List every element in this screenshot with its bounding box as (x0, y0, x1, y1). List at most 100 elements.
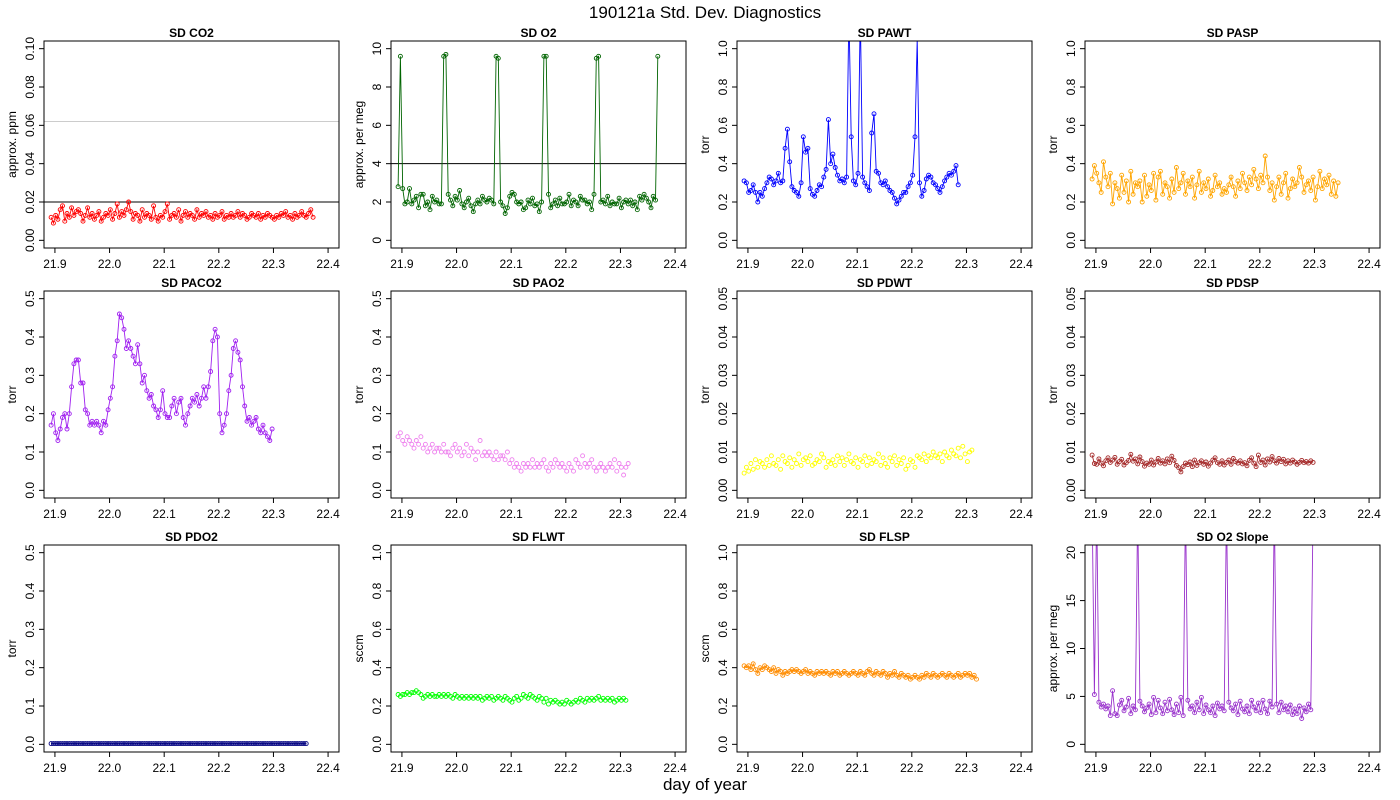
y-axis-label: torr (698, 385, 712, 403)
x-tick-label: 22.2 (1248, 507, 1272, 521)
data-point (1189, 464, 1195, 470)
x-tick-label: 22.2 (900, 257, 924, 271)
data-point (397, 430, 403, 436)
y-tick-label: 0.1 (23, 443, 37, 460)
data-point (48, 741, 54, 747)
data-point (1126, 199, 1132, 205)
data-point (862, 453, 868, 459)
data-point (514, 461, 520, 466)
data-point (271, 741, 277, 747)
data-point (308, 207, 314, 213)
data-point (746, 663, 752, 669)
data-point (1157, 168, 1163, 174)
data-point (489, 693, 494, 699)
data-point (552, 457, 558, 463)
panel-sd-pao2: SD PAO2 torr 0.0 0.1 0.2 0.3 0.4 0.5 21.9 22.0 22.… (352, 276, 687, 521)
data-point (844, 457, 850, 463)
data-point (221, 216, 227, 222)
y-tick-label: 0.8 (716, 582, 730, 599)
data-point (82, 407, 88, 413)
x-tick-label: 22.1 (153, 257, 177, 271)
data-point (420, 445, 426, 451)
panel-title: SD PDO2 (165, 530, 218, 544)
data-point (1094, 170, 1100, 176)
data-point (589, 457, 595, 463)
panel-title: SD PACO2 (161, 276, 222, 290)
data-point (491, 201, 497, 207)
plot-frame (43, 40, 340, 249)
data-point (66, 214, 72, 220)
data-point (210, 216, 216, 222)
data-point (276, 741, 282, 747)
data-point (757, 189, 763, 195)
data-point (491, 457, 497, 463)
data-point (443, 51, 449, 57)
data-point (290, 216, 296, 222)
data-point (823, 464, 829, 470)
data-point (648, 205, 654, 211)
data-point (596, 693, 602, 699)
panel-sd-flwt: SD FLWT sccm 0.0 0.2 0.4 0.6 0.8 1.0 21.9 22.0 22.… (352, 530, 687, 775)
data-point (135, 342, 141, 348)
data-point (87, 741, 93, 747)
data-point (192, 399, 198, 405)
data-point (1212, 713, 1218, 719)
data-point (96, 209, 102, 215)
data-point (167, 741, 173, 747)
plot-frame (736, 290, 1033, 499)
data-point (1132, 707, 1138, 713)
x-tick-label: 21.9 (43, 257, 67, 271)
data-point (196, 403, 202, 409)
data-point (1296, 703, 1302, 709)
x-tick-label: 21.9 (1084, 507, 1108, 521)
data-point (1319, 186, 1325, 192)
data-point (564, 468, 570, 474)
data-point (1096, 180, 1102, 186)
data-point (1294, 180, 1300, 186)
data-point (741, 470, 747, 476)
panel-sd-pawt: SD PAWT torr 0.0 0.2 0.4 0.6 0.8 1.0 21.9 22.0 22.… (698, 26, 1033, 271)
data-point (623, 697, 629, 703)
panel-sd-o2-slope: SD O2 Slope approx. per meg 0 5 10 15 20 21.9 22… (1046, 530, 1381, 775)
data-point (575, 699, 581, 705)
y-tick-label: 1.0 (370, 544, 384, 561)
data-point (292, 741, 298, 747)
data-point (912, 134, 918, 140)
y-tick-label: 0.5 (23, 544, 37, 561)
data-point (1194, 699, 1200, 705)
data-point (628, 197, 633, 203)
data-point (1153, 197, 1159, 203)
data-point (1119, 456, 1125, 462)
y-tick-label: 0.03 (1064, 363, 1078, 387)
page-title: 190121a Std. Dev. Diagnostics (588, 3, 822, 22)
data-point (278, 741, 284, 747)
data-point (233, 338, 239, 344)
data-point (128, 346, 134, 351)
data-point (1262, 462, 1268, 468)
data-point (1281, 456, 1286, 462)
data-point (1269, 454, 1275, 460)
data-point (1135, 184, 1141, 190)
data-point (126, 338, 132, 344)
data-point (552, 197, 558, 203)
data-point (226, 214, 232, 220)
data-point (1203, 702, 1209, 708)
data-point (1303, 709, 1309, 715)
x-tick-label: 22.4 (663, 761, 687, 775)
data-point (1208, 193, 1214, 199)
y-tick-label: 0.2 (716, 697, 730, 714)
data-point (1290, 712, 1296, 718)
data-point (1192, 195, 1198, 201)
data-point (153, 407, 159, 413)
data-point (146, 741, 152, 747)
data-point (235, 349, 241, 355)
data-point (1260, 457, 1266, 463)
data-point (135, 212, 141, 218)
data-point (1258, 172, 1264, 178)
data-point (400, 692, 406, 697)
x-tick-label: 22.1 (500, 257, 524, 271)
data-point (107, 741, 113, 747)
panel-sd-co2: SD CO2 approx. ppm 0.00 0.02 0.04 0.06 0.08 0.1… (5, 26, 340, 271)
data-point (1230, 708, 1236, 714)
y-tick-label: 10 (370, 42, 384, 56)
